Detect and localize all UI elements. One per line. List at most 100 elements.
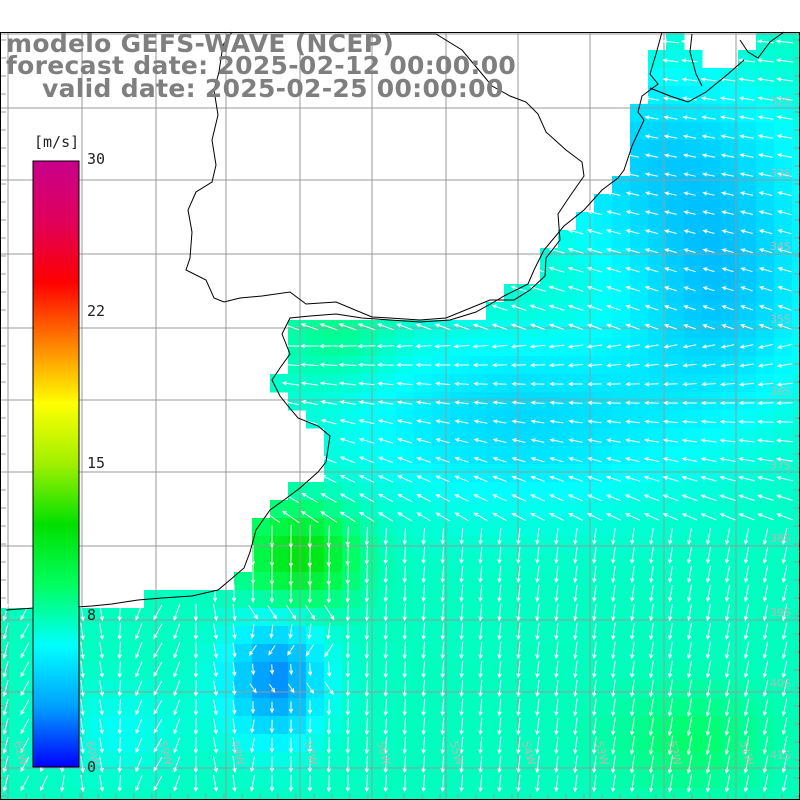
wind-speed-cell <box>756 158 775 177</box>
lat-label: 33S <box>770 167 791 180</box>
wind-speed-cell <box>684 212 703 231</box>
wind-arrow <box>454 494 469 502</box>
wind-speed-cell <box>576 770 595 789</box>
wind-arrow <box>724 660 731 679</box>
wind-speed-cell <box>486 680 505 699</box>
wind-arrow <box>687 584 692 603</box>
wind-speed-cell <box>612 464 631 483</box>
wind-arrow <box>719 438 736 443</box>
wind-arrow <box>376 343 395 349</box>
wind-arrow <box>473 475 488 483</box>
wind-speed-cell <box>774 158 793 177</box>
wind-speed-cell <box>396 626 415 645</box>
wind-arrow <box>573 622 578 641</box>
wind-arrow <box>664 305 678 311</box>
wind-arrow <box>643 475 660 482</box>
wind-speed-cell <box>432 482 451 501</box>
wind-arrow <box>668 546 673 565</box>
wind-speed-cell <box>216 626 235 645</box>
wind-arrow <box>592 660 597 679</box>
wind-arrow <box>383 565 388 584</box>
wind-speed-cell <box>558 590 577 609</box>
wind-speed-cell <box>594 338 613 357</box>
wind-speed-cell <box>612 662 631 681</box>
wind-arrow <box>686 698 693 718</box>
wind-arrow <box>554 660 559 679</box>
wind-arrow <box>478 755 483 774</box>
wind-arrow <box>459 736 464 755</box>
wind-arrow <box>705 735 712 756</box>
wind-speed-cell <box>666 680 685 699</box>
wind-speed-cell <box>108 716 127 735</box>
wind-speed-cell <box>792 536 800 555</box>
wind-arrow <box>358 381 375 386</box>
wind-speed-cell <box>450 788 469 800</box>
wind-speed-cell <box>288 590 307 609</box>
wind-arrow <box>288 737 294 754</box>
wind-speed-cell <box>270 698 289 717</box>
wind-speed-cell <box>378 320 397 339</box>
wind-arrow <box>738 77 755 82</box>
wind-speed-cell <box>522 626 541 645</box>
wind-arrow <box>724 698 731 717</box>
wind-speed-cell <box>558 644 577 663</box>
wind-arrow <box>288 756 294 773</box>
wind-speed-cell <box>666 644 685 663</box>
wind-arrow <box>364 698 369 717</box>
wind-arrow <box>701 344 716 349</box>
wind-speed-cell <box>666 122 685 141</box>
wind-arrow <box>511 512 527 522</box>
wind-arrow <box>776 343 793 349</box>
wind-arrow <box>307 662 313 677</box>
wind-speed-cell <box>198 680 217 699</box>
wind-speed-cell <box>576 284 595 303</box>
wind-speed-cell <box>666 410 685 429</box>
wind-speed-cell <box>576 518 595 537</box>
wind-arrow <box>345 698 351 717</box>
wind-arrow <box>459 641 464 660</box>
wind-arrow <box>364 584 369 603</box>
wind-arrow <box>700 96 716 101</box>
wind-speed-cell <box>18 752 37 771</box>
wind-speed-cell <box>342 572 361 591</box>
wind-arrow <box>440 622 445 641</box>
wind-speed-cell <box>126 698 145 717</box>
wind-speed-cell <box>450 554 469 573</box>
wind-arrow <box>497 736 502 755</box>
wind-arrow <box>440 603 445 622</box>
wind-arrow <box>644 229 659 235</box>
wind-arrow <box>193 736 199 755</box>
wind-speed-cell <box>396 392 415 411</box>
wind-speed-cell <box>522 464 541 483</box>
wind-speed-cell <box>738 68 757 87</box>
wind-speed-cell <box>612 446 631 465</box>
wind-speed-cell <box>666 320 685 339</box>
wind-speed-cell <box>504 446 523 465</box>
wind-speed-cell <box>720 590 739 609</box>
wind-speed-cell <box>630 410 649 429</box>
wind-arrow <box>549 494 564 502</box>
wind-arrow <box>478 717 483 736</box>
wind-arrow <box>738 419 755 425</box>
wind-arrow <box>320 400 337 405</box>
wind-speed-cell <box>468 536 487 555</box>
wind-arrow <box>345 717 351 736</box>
wind-speed-cell <box>306 626 325 645</box>
wind-arrow <box>605 494 622 502</box>
wind-speed-cell <box>558 698 577 717</box>
wind-arrow <box>568 494 584 502</box>
wind-speed-cell <box>594 662 613 681</box>
wind-arrow <box>630 774 635 793</box>
wind-arrow <box>611 584 616 603</box>
wind-arrow <box>705 774 712 793</box>
wind-arrow <box>232 718 237 735</box>
wind-speed-cell <box>720 662 739 681</box>
wind-arrow <box>702 210 715 215</box>
wind-arrow <box>286 604 297 620</box>
wind-arrow <box>282 492 299 504</box>
wind-arrow <box>434 323 451 331</box>
wind-speed-cell <box>234 752 253 771</box>
wind-speed-cell <box>558 230 577 249</box>
wind-speed-cell <box>288 392 307 411</box>
wind-arrow <box>762 774 769 793</box>
